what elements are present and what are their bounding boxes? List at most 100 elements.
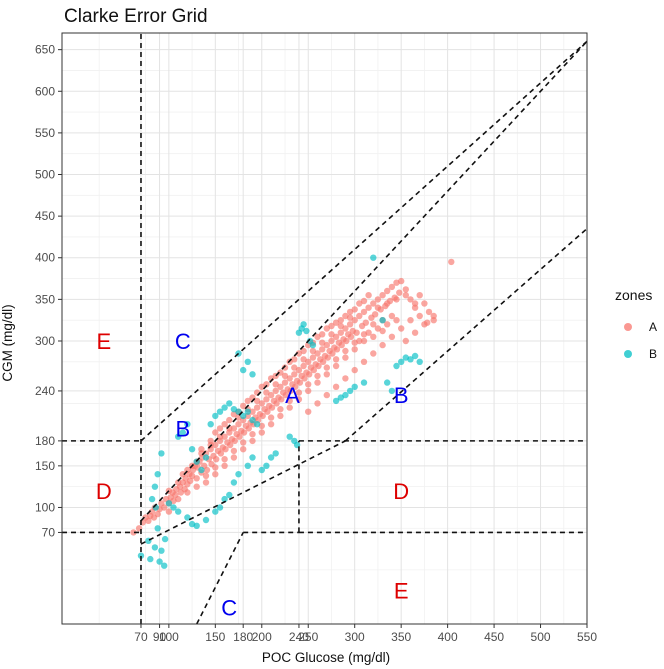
point-a (346, 308, 354, 316)
point-a (360, 308, 368, 316)
point-a (221, 456, 228, 463)
point-a (264, 408, 271, 415)
point-a (337, 329, 344, 336)
point-b (212, 412, 219, 420)
point-a (263, 381, 270, 388)
point-b (303, 327, 310, 335)
point-a (332, 383, 340, 390)
point-a (230, 425, 238, 432)
y-tick-label: 180 (35, 434, 55, 448)
point-a (221, 462, 228, 469)
point-a (222, 446, 229, 453)
point-a (187, 477, 194, 484)
point-a (379, 327, 386, 335)
zone-label-b: B (175, 416, 190, 441)
point-a (207, 437, 214, 445)
point-b (202, 516, 210, 524)
point-a (305, 381, 312, 388)
point-a (411, 300, 419, 307)
point-b (244, 462, 251, 469)
point-a (374, 296, 382, 303)
point-a (240, 439, 247, 446)
point-a (328, 331, 335, 338)
point-b (337, 394, 344, 401)
point-b (407, 356, 414, 363)
point-b (151, 483, 159, 490)
point-a (360, 331, 368, 338)
x-tick-label: 300 (345, 630, 365, 644)
point-a (277, 412, 284, 420)
point-a (272, 387, 279, 395)
point-b (161, 535, 169, 543)
point-a (393, 296, 400, 303)
point-b (249, 416, 256, 424)
x-tick-label: 240 (289, 630, 309, 644)
y-tick-label: 100 (35, 500, 55, 514)
zone-labels: A B B C C D D E E (96, 329, 409, 620)
point-b (416, 358, 423, 365)
point-a (342, 375, 349, 382)
plot-panel-border (61, 32, 588, 625)
legend-title: zones (615, 287, 652, 303)
point-a (305, 408, 312, 415)
point-a (319, 339, 326, 346)
point-a (360, 358, 368, 365)
point-a (333, 346, 341, 353)
point-a (193, 483, 200, 490)
point-b (398, 358, 405, 365)
point-a (346, 321, 354, 328)
point-a (154, 510, 161, 518)
point-a (244, 397, 251, 405)
point-a (267, 391, 275, 399)
point-a (332, 356, 340, 363)
point-a (278, 396, 285, 403)
point-b (221, 495, 228, 503)
point-a (323, 364, 330, 371)
point-a (370, 350, 377, 357)
point-a (273, 400, 280, 407)
point-b (263, 462, 270, 469)
point-a (281, 379, 289, 386)
point-a (346, 314, 354, 321)
point-b (188, 520, 196, 528)
point-a (216, 425, 224, 432)
point-a (342, 354, 349, 361)
point-b (158, 450, 165, 457)
point-b (360, 379, 368, 386)
point-a (212, 429, 219, 436)
point-a (309, 354, 317, 361)
point-a (356, 312, 363, 320)
point-b (216, 504, 224, 511)
point-a (202, 472, 210, 479)
point-b (175, 508, 182, 515)
point-a (342, 347, 349, 355)
point-a (347, 333, 355, 340)
point-a (300, 362, 307, 370)
point-a (300, 356, 307, 363)
point-a (291, 371, 298, 378)
point-a (328, 322, 335, 330)
point-b (156, 558, 163, 565)
point-a (338, 341, 345, 349)
point-a (277, 406, 284, 413)
point-b (154, 471, 161, 478)
point-a (370, 333, 377, 340)
legend-marker-a (624, 323, 632, 331)
point-a (328, 337, 335, 345)
point-a (384, 300, 391, 307)
point-a (263, 396, 270, 403)
point-b (249, 371, 256, 378)
point-a (277, 369, 284, 376)
point-a (165, 508, 173, 515)
point-b (226, 400, 233, 407)
point-a (315, 362, 322, 370)
y-tick-label: 500 (35, 168, 55, 182)
x-axis-title: POC Glucose (mg/dl) (262, 650, 390, 665)
point-a (351, 339, 358, 346)
point-b (216, 408, 224, 415)
point-b (158, 547, 165, 554)
point-a (184, 489, 191, 496)
point-a (407, 317, 414, 324)
x-tick-label: 200 (252, 630, 272, 644)
